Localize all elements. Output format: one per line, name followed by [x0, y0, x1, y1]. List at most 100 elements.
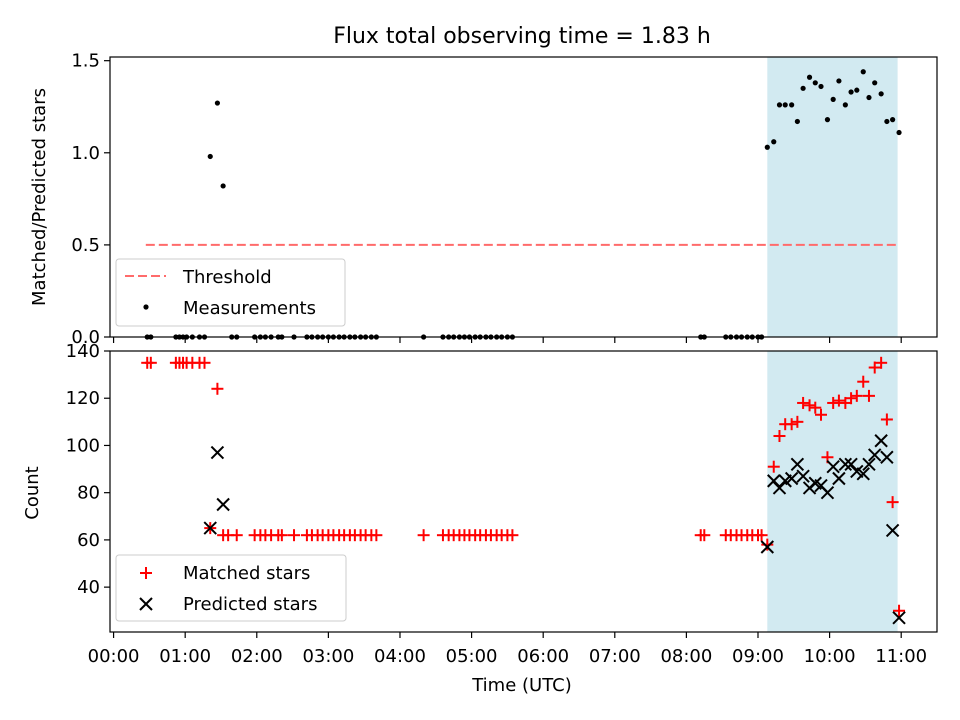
matched-star-point	[144, 356, 157, 369]
predicted-star-point	[784, 471, 799, 486]
measurement-point	[830, 96, 836, 102]
measurement-point	[818, 83, 824, 90]
matched-star-point	[886, 496, 899, 509]
bottom-axes-frame	[109, 350, 938, 633]
measurement-point	[842, 102, 848, 108]
top-y-axis-label: Matched/Predicted stars	[29, 88, 50, 306]
count-points	[141, 356, 906, 625]
y-tick-label: 1.0	[71, 143, 100, 164]
measurement-point	[789, 102, 795, 108]
predicted-star-point	[216, 497, 230, 512]
y-tick-label: 80	[77, 483, 100, 504]
predicted-star-point	[874, 434, 888, 448]
matched-star-point	[809, 401, 822, 414]
predicted-star-point	[892, 611, 906, 625]
y-tick-label: 40	[77, 577, 100, 598]
predicted-star-point	[203, 521, 217, 535]
predicted-star-point	[790, 457, 805, 472]
predicted-star-point	[826, 459, 840, 474]
measurement-point	[764, 144, 770, 150]
y-tick-label: 140	[66, 341, 100, 362]
matched-star-point	[845, 392, 858, 405]
measurement-point	[824, 117, 831, 123]
legend-measurements-label: Measurements	[183, 298, 316, 319]
matched-star-point	[827, 396, 840, 409]
predicted-star-point	[832, 471, 846, 486]
measurement-point	[836, 78, 842, 84]
predicted-star-point	[210, 445, 225, 460]
legend-predicted-swatch	[139, 597, 153, 611]
measurement-point	[776, 102, 783, 108]
measurement-point	[860, 69, 866, 75]
matched-star-point	[857, 375, 870, 388]
figure-title: Flux total observing time = 1.83 h	[333, 24, 711, 49]
x-tick-label: 06:00	[517, 646, 569, 667]
matched-star-point	[832, 394, 845, 407]
x-tick-label: 11:00	[875, 646, 927, 667]
measurement-point	[866, 94, 872, 101]
matched-star-point	[370, 529, 383, 542]
bottom-x-ticks: 00:00 01:00 02:00 03:00 04:00 05:00 06:00 07:00…	[88, 632, 927, 667]
measurement-point	[800, 85, 806, 91]
matched-star-point	[230, 529, 243, 542]
measurement-point	[220, 183, 226, 189]
x-tick-label: 05:00	[446, 646, 498, 667]
measurement-point	[896, 129, 902, 136]
bottom-legend: Matched stars Predicted stars	[115, 554, 347, 622]
x-tick-label: 03:00	[302, 646, 354, 667]
x-tick-label: 00:00	[88, 646, 140, 667]
top-panel: 0.0 0.5 1.0 1.5 Matched/Predicted stars Thr…	[29, 51, 938, 348]
top-y-ticks: 0.0 0.5 1.0 1.5	[71, 51, 110, 348]
predicted-star-point	[885, 523, 900, 538]
x-tick-label: 08:00	[660, 646, 712, 667]
matched-star-point	[275, 529, 288, 542]
measurement-point	[878, 91, 884, 97]
matched-star-point	[868, 361, 881, 374]
measurement-point	[848, 89, 854, 95]
measurement-point	[771, 139, 777, 145]
matched-star-point	[773, 430, 786, 443]
measurement-point	[782, 102, 788, 108]
matched-star-point	[288, 529, 301, 542]
matched-star-point	[211, 382, 224, 395]
x-tick-label: 10:00	[804, 646, 856, 667]
measurement-point	[872, 80, 878, 86]
predicted-star-point	[820, 485, 835, 500]
x-tick-label: 04:00	[374, 646, 426, 667]
matched-star-point	[893, 604, 906, 617]
top-highlight-span	[767, 57, 898, 337]
matched-star-point	[880, 413, 893, 426]
matched-star-point	[850, 389, 863, 402]
measurement-point	[214, 100, 221, 106]
predicted-star-point	[867, 448, 882, 462]
predicted-star-point	[796, 469, 810, 483]
predicted-star-point	[856, 467, 870, 481]
x-tick-label: 09:00	[732, 646, 784, 667]
x-tick-label: 02:00	[231, 646, 283, 667]
legend-matched-label: Matched stars	[183, 563, 310, 584]
matched-star-point	[506, 529, 519, 542]
matched-star-point	[417, 529, 430, 542]
bottom-legend-box	[115, 554, 347, 622]
legend-measurements-swatch	[143, 304, 149, 310]
matched-star-point	[797, 396, 810, 409]
bottom-highlight-span	[767, 351, 898, 632]
y-tick-label: 120	[66, 388, 100, 409]
predicted-star-point	[862, 457, 876, 472]
measurement-point	[207, 153, 213, 160]
measurement-point	[794, 118, 800, 125]
matched-star-point	[803, 399, 816, 412]
matched-star-point	[761, 538, 774, 551]
legend-matched-swatch	[140, 567, 152, 579]
x-tick-label: 07:00	[589, 646, 641, 667]
measurement-point	[884, 118, 890, 125]
matched-star-point	[862, 389, 875, 402]
x-axis-label: Time (UTC)	[471, 675, 572, 696]
top-legend-box	[115, 258, 346, 327]
measurement-point	[812, 80, 818, 86]
matched-star-point	[875, 356, 888, 369]
y-tick-label: 0.0	[71, 327, 100, 348]
matched-star-point	[791, 415, 804, 428]
predicted-star-point	[760, 540, 775, 554]
x-tick-label: 01:00	[159, 646, 211, 667]
